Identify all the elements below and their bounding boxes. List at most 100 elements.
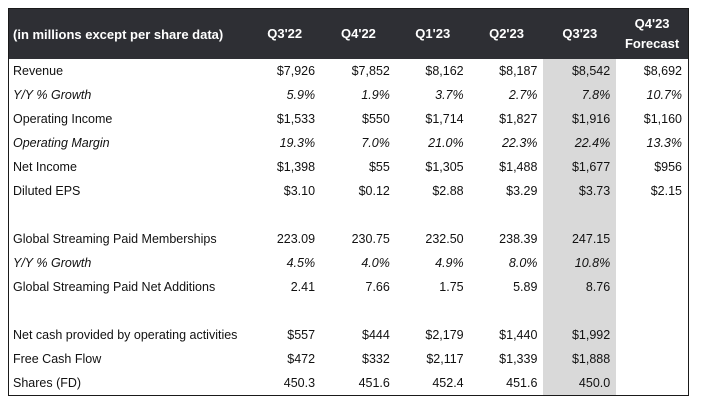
table-cell: 8.76 [543, 275, 617, 299]
table-cell: 7.0% [361, 136, 390, 150]
table-cell: 1.75 [439, 280, 464, 294]
row-label: Operating Income [13, 112, 113, 126]
table-row: Net Income $1,398 $55 $1,305 $1,488 $1,677 $95… [9, 155, 688, 179]
spacer-cell [616, 299, 688, 323]
table-cell: $1,916 [543, 107, 617, 131]
table-row: Net cash provided by operating activitie… [9, 323, 688, 347]
spacer-cell [321, 299, 396, 323]
table-row: Operating Income $1,533 $550 $1,714 $1,827 $1… [9, 107, 688, 131]
forecast-label: Forecast [624, 36, 680, 51]
row-label: Net Income [13, 160, 77, 174]
table-cell: 232.50 [425, 232, 464, 246]
table-cell: 5.89 [513, 280, 538, 294]
table-row: Global Streaming Paid Memberships 223.09 2… [9, 227, 688, 251]
table-cell: 1.9% [361, 88, 390, 102]
financial-table: (in millions except per share data) Q3'2… [8, 8, 689, 396]
table-cell: 8.0% [508, 256, 538, 270]
table-cell: $8,692 [643, 64, 682, 78]
row-label: Global Streaming Paid Memberships [13, 232, 217, 246]
table-cell: $956 [654, 160, 682, 174]
table-cell: $1,398 [276, 160, 316, 174]
spacer-cell [543, 299, 617, 323]
table-cell: $2.15 [650, 184, 682, 198]
table-cell: 223.09 [276, 232, 316, 246]
table-header: (in millions except per share data) Q3'2… [9, 9, 688, 59]
table-cell: $1,888 [543, 347, 617, 371]
table-body: Revenue $7,926 $7,852 $8,162 $8,187 $8,542 $8,… [9, 59, 688, 395]
col-q4-22: Q4'22 [321, 9, 396, 59]
table-cell: $472 [287, 352, 316, 366]
table-cell: 4.5% [286, 256, 316, 270]
table-cell [616, 275, 688, 299]
table-cell: 7.66 [365, 280, 390, 294]
table-cell: 22.4% [543, 131, 617, 155]
col-q1-23-label: Q1'23 [415, 26, 451, 41]
table-cell: $3.73 [543, 179, 617, 203]
spacer-cell [248, 203, 321, 227]
row-label: Y/Y % Growth [13, 256, 92, 270]
table-cell: $1,440 [499, 328, 538, 342]
col-q4-23-label: Q4'23 [634, 16, 670, 31]
table-cell: $1,488 [499, 160, 538, 174]
table-row: Global Streaming Paid Net Additions 2.41 7… [9, 275, 688, 299]
col-q4-23-forecast: Q4'23 Forecast [616, 9, 688, 59]
table-cell: $1,827 [499, 112, 538, 126]
table-cell: $7,926 [276, 64, 316, 78]
spacer-cell [248, 299, 321, 323]
spacer-cell [396, 299, 470, 323]
row-label: Net cash provided by operating activitie… [13, 328, 238, 342]
table-cell: $3.29 [506, 184, 538, 198]
table-cell: 450.0 [543, 371, 617, 395]
spacer-cell [616, 203, 688, 227]
col-q4-22-label: Q4'22 [341, 26, 376, 41]
spacer-row [9, 299, 688, 323]
table-cell: 22.3% [501, 136, 538, 150]
table-row: Free Cash Flow $472 $332 $2,117 $1,339 $1,888 [9, 347, 688, 371]
row-label: Operating Margin [13, 136, 110, 150]
table-cell: 5.9% [286, 88, 316, 102]
table-cell: 13.3% [646, 136, 682, 150]
table-cell: $1,714 [425, 112, 464, 126]
table-cell: $8,542 [543, 59, 617, 83]
table-cell: $55 [368, 160, 390, 174]
table-cell: $2,179 [425, 328, 464, 342]
table-cell: 3.7% [435, 88, 464, 102]
table-cell: 230.75 [351, 232, 390, 246]
col-q3-23-label: Q3'23 [562, 26, 598, 41]
header-label: (in millions except per share data) [13, 26, 224, 42]
table-cell [616, 227, 688, 251]
table-cell: 238.39 [499, 232, 538, 246]
table-cell: $444 [362, 328, 390, 342]
col-q1-23: Q1'23 [396, 9, 470, 59]
table-cell: 19.3% [279, 136, 316, 150]
table-cell: $7,852 [351, 64, 390, 78]
table-cell: 450.3 [283, 376, 316, 390]
table-row: Y/Y % Growth 4.5% 4.0% 4.9% 8.0% 10.8% [9, 251, 688, 275]
table-cell: $0.12 [358, 184, 390, 198]
table-cell [616, 323, 688, 347]
table-cell: $2,117 [426, 352, 464, 366]
table-cell: 10.7% [646, 88, 682, 102]
table-row: Revenue $7,926 $7,852 $8,162 $8,187 $8,542 $8,… [9, 59, 688, 83]
table-cell: 452.4 [432, 376, 464, 390]
col-q3-23: Q3'23 [543, 9, 616, 59]
table-cell: 2.41 [290, 280, 316, 294]
table-cell: $550 [362, 112, 390, 126]
table-cell [616, 347, 688, 371]
table-cell: 451.6 [358, 376, 390, 390]
table-cell: 21.0% [428, 136, 464, 150]
table-cell: $1,305 [425, 160, 464, 174]
table-row: Operating Margin 19.3% 7.0% 21.0% 22.3% 22.4%… [9, 131, 688, 155]
table-cell: 4.0% [361, 256, 390, 270]
table-cell: $332 [362, 352, 390, 366]
table-row: Shares (FD) 450.3 451.6 452.4 451.6 450.0 [9, 371, 688, 395]
spacer-cell [470, 299, 544, 323]
row-label: Shares (FD) [13, 376, 82, 390]
table-cell: $1,160 [643, 112, 682, 126]
table-cell: 2.7% [508, 88, 538, 102]
col-q2-23: Q2'23 [470, 9, 544, 59]
spacer-cell [470, 203, 544, 227]
table-cell: 247.15 [543, 227, 617, 251]
table-cell: $1,992 [543, 323, 617, 347]
